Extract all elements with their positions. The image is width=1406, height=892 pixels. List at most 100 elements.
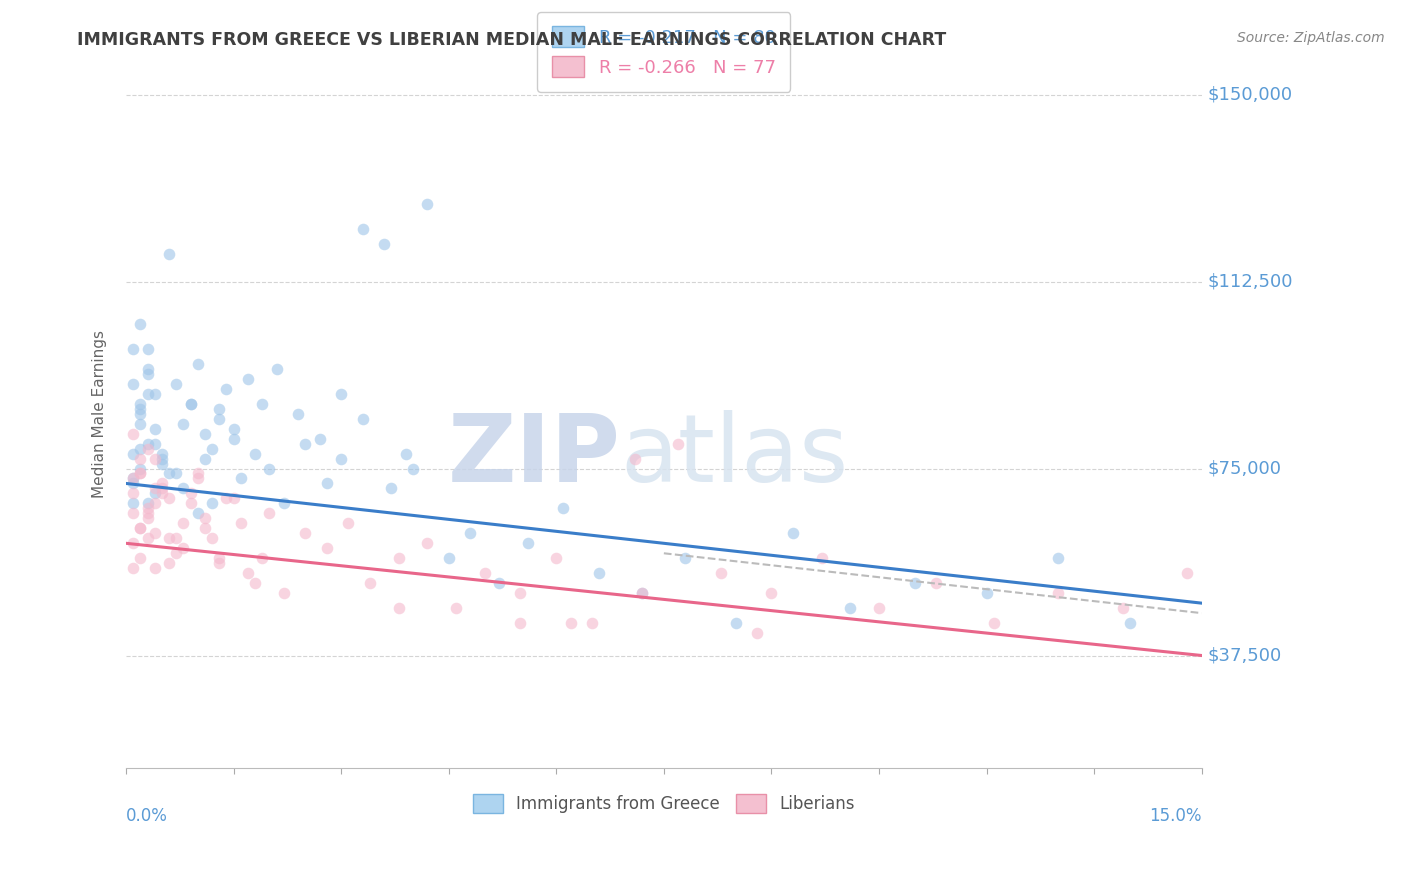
Text: $112,500: $112,500 [1206,272,1292,291]
Point [172,516,194,531]
Point [236,372,259,386]
Point [122,376,145,391]
Point [352,411,374,425]
Point [624,451,647,466]
Point [129,407,152,421]
Point [352,222,374,236]
Point [925,576,948,591]
Point [143,526,166,541]
Point [222,491,245,506]
Point [150,476,173,491]
Point [122,536,145,550]
Point [129,551,152,566]
Point [546,551,568,566]
Point [129,442,152,456]
Point [143,561,166,575]
Point [294,436,316,450]
Text: IMMIGRANTS FROM GREECE VS LIBERIAN MEDIAN MALE EARNINGS CORRELATION CHART: IMMIGRANTS FROM GREECE VS LIBERIAN MEDIA… [77,31,946,49]
Point [553,501,575,516]
Point [810,551,832,566]
Point [724,616,747,631]
Point [136,361,159,376]
Point [129,467,152,481]
Point [631,586,654,600]
Point [416,536,439,550]
Point [215,382,238,396]
Point [129,417,152,431]
Point [1175,566,1198,581]
Point [187,507,209,521]
Point [229,471,252,485]
Point [673,551,696,566]
Point [380,482,402,496]
Point [509,586,531,600]
Point [129,521,152,535]
Text: atlas: atlas [621,410,849,502]
Point [252,397,274,411]
Point [259,461,281,475]
Point [165,546,187,560]
Point [294,526,316,541]
Point [201,531,224,545]
Point [122,446,145,460]
Point [165,467,187,481]
Point [560,616,582,631]
Point [165,376,187,391]
Point [745,626,768,640]
Text: $75,000: $75,000 [1206,459,1281,477]
Point [136,436,159,450]
Point [236,566,259,581]
Point [129,401,152,416]
Point [488,576,510,591]
Point [122,342,145,356]
Text: ZIP: ZIP [449,410,621,502]
Point [129,521,152,535]
Point [136,511,159,525]
Point [976,586,998,600]
Point [208,551,231,566]
Point [437,551,460,566]
Point [201,442,224,456]
Point [474,566,496,581]
Point [208,401,231,416]
Point [136,507,159,521]
Point [315,541,337,556]
Point [761,586,783,600]
Point [180,397,202,411]
Point [136,367,159,381]
Text: $150,000: $150,000 [1206,86,1292,103]
Point [172,541,194,556]
Point [157,491,180,506]
Point [122,476,145,491]
Point [150,482,173,496]
Point [201,496,224,510]
Point [337,516,360,531]
Point [157,467,180,481]
Point [983,616,1005,631]
Point [588,566,610,581]
Point [129,451,152,466]
Point [330,386,353,401]
Point [165,531,187,545]
Point [1047,586,1070,600]
Point [172,482,194,496]
Point [509,616,531,631]
Point [143,436,166,450]
Point [150,486,173,500]
Point [187,467,209,481]
Point [208,556,231,570]
Point [129,467,152,481]
Point [416,197,439,211]
Point [136,496,159,510]
Point [143,386,166,401]
Point [122,496,145,510]
Point [122,507,145,521]
Point [136,531,159,545]
Point [136,386,159,401]
Point [273,496,295,510]
Point [444,601,467,615]
Point [243,576,266,591]
Point [180,496,202,510]
Point [1047,551,1070,566]
Point [150,457,173,471]
